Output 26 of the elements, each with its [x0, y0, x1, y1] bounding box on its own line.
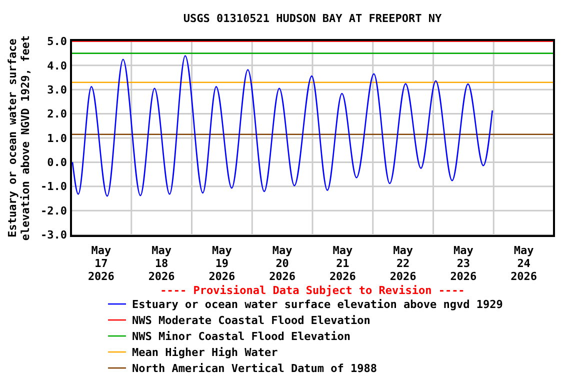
legend-label: NWS Moderate Coastal Flood Elevation: [132, 314, 370, 327]
chart-title: USGS 01310521 HUDSON BAY AT FREEPORT NY: [183, 12, 442, 25]
y-tick-label: -2.0: [40, 204, 67, 218]
y-tick-label: 5.0: [47, 35, 67, 48]
x-tick-label: May 23 2026: [450, 244, 478, 283]
legend-label: Mean Higher High Water: [132, 346, 278, 359]
y-axis-title: Estuary or ocean water surface elevation above NGVD 1929, feet: [6, 35, 32, 241]
y-tick-label: 1.0: [47, 132, 67, 145]
x-tick-label: May 18 2026: [148, 244, 176, 283]
x-tick-label: May 20 2026: [269, 244, 296, 283]
x-tick-label: May 19 2026: [208, 244, 236, 283]
y-tick-label: -3.0: [40, 228, 67, 242]
y-tick-label: -1.0: [40, 180, 67, 194]
x-tick-label: May 17 2026: [88, 244, 115, 283]
y-tick-label: 0.0: [47, 156, 67, 170]
y-tick-label: 3.0: [47, 83, 67, 96]
legend-label: North American Vertical Datum of 1988: [132, 362, 378, 375]
line-series: [72, 55, 494, 197]
x-tick-label: May 24 2026: [510, 244, 538, 283]
text: ---- Provisional Data Subject to Revision ----: [160, 284, 465, 297]
y-tick-label: 2.0: [47, 108, 67, 121]
x-tick-label: May 21 2026: [329, 244, 356, 283]
legend-label: Estuary or ocean water surface elevation above ngvd 1929: [132, 298, 503, 311]
y-tick-label: 4.0: [47, 59, 67, 72]
legend-label: NWS Minor Coastal Flood Elevation: [132, 330, 351, 343]
x-tick-label: May 22 2026: [390, 244, 417, 283]
